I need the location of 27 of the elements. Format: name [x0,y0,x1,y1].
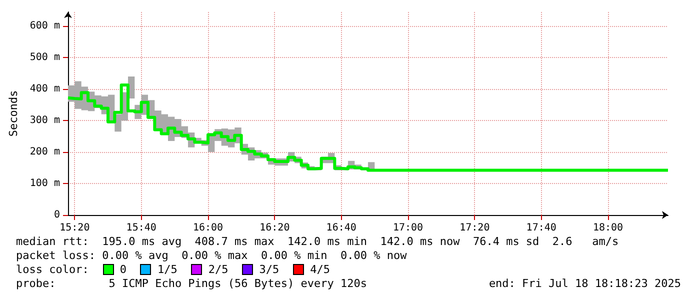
text: probe: 5 ICMP Echo Pings (56 Bytes) every 120s [16,277,367,290]
text: 3/5 [259,263,280,276]
text: median rtt: 195.0 ms avg 408.7 ms max 142.0 ms min 142.0 ms now 76.4 ms sd 2.6 am/s [16,235,619,248]
y-axis-title: Seconds [7,90,20,137]
text: 0 [120,263,126,276]
x-tick-label: 15:20 [60,222,90,234]
x-tick-label: 17:00 [392,222,424,234]
x-tick-label: 16:40 [326,222,356,234]
x-tick-label: 16:00 [192,222,224,234]
y-tick-label: 100 m [30,178,60,190]
text: end: Fri Jul 18 18:18:23 2025 [488,277,681,290]
x-tick-label: 18:00 [592,222,624,234]
x-tick-label: 15:40 [126,222,156,234]
x-tick-label: 17:40 [526,222,556,234]
text: 1/5 [157,263,178,276]
y-tick-label: 0 [54,210,60,220]
text: 4/5 [310,263,330,276]
text: 2/5 [208,263,228,276]
y-tick-label: 300 m [30,115,60,126]
x-tick-label: 16:20 [260,222,290,234]
x-tick-label: 17:20 [460,222,490,234]
y-tick-label: 600 m [30,20,60,32]
text: loss color: [16,263,89,276]
text: packet loss: 0.00 % avg 0.00 % max 0.00 % min 0.00 % now [16,249,407,262]
y-tick-label: 200 m [30,146,60,158]
y-tick-label: 500 m [30,52,60,64]
y-tick-label: 400 m [30,84,60,95]
